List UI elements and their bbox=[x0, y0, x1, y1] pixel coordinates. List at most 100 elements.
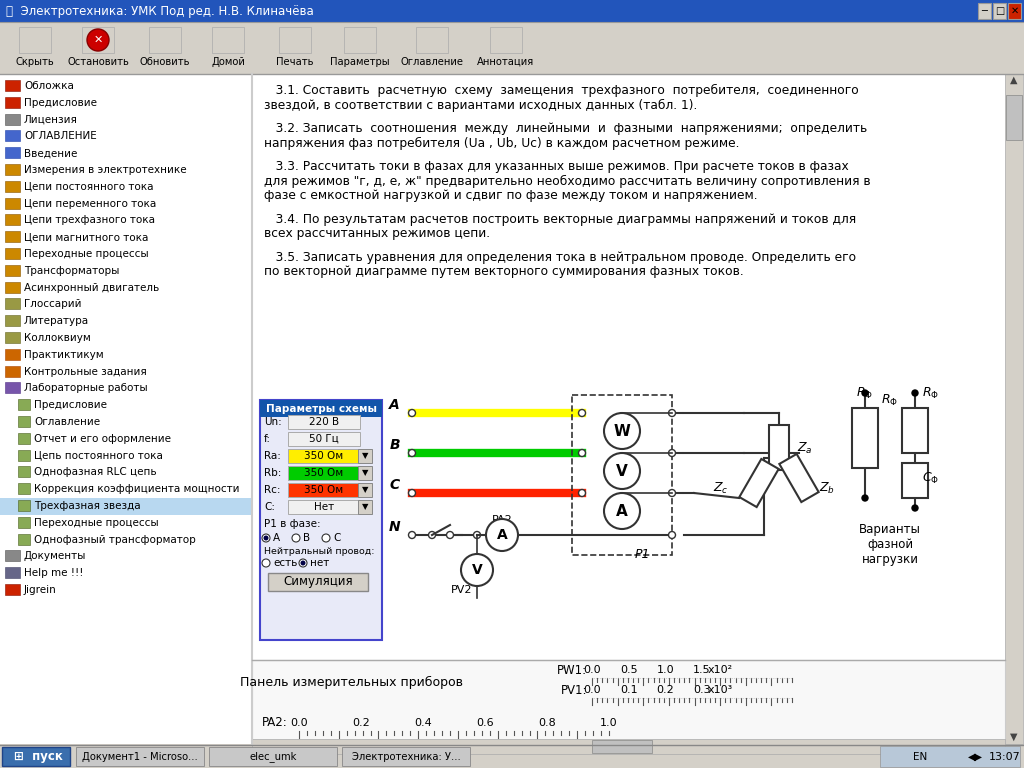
Circle shape bbox=[579, 489, 586, 496]
Text: Un:: Un: bbox=[264, 417, 282, 427]
Text: фазе с емкостной нагрузкой и сдвиг по фазе между током и напряжением.: фазе с емкостной нагрузкой и сдвиг по фа… bbox=[264, 189, 758, 202]
FancyBboxPatch shape bbox=[288, 466, 360, 480]
Text: Практиктикум: Практиктикум bbox=[24, 349, 103, 359]
Text: Rc:: Rc: bbox=[264, 485, 281, 495]
FancyBboxPatch shape bbox=[342, 747, 470, 766]
Text: Переходные процессы: Переходные процессы bbox=[34, 518, 159, 528]
FancyBboxPatch shape bbox=[902, 463, 928, 498]
FancyBboxPatch shape bbox=[358, 449, 372, 463]
Text: нет: нет bbox=[310, 558, 330, 568]
Text: A: A bbox=[497, 528, 507, 542]
Text: $C_\Phi$: $C_\Phi$ bbox=[922, 471, 939, 485]
Text: Измерения в электротехнике: Измерения в электротехнике bbox=[24, 165, 186, 175]
Text: Лабораторные работы: Лабораторные работы bbox=[24, 383, 147, 393]
Text: Однофазная RLC цепь: Однофазная RLC цепь bbox=[34, 468, 157, 478]
Circle shape bbox=[299, 559, 307, 567]
Text: Нейтральный провод:: Нейтральный провод: bbox=[264, 547, 375, 555]
FancyBboxPatch shape bbox=[18, 534, 30, 545]
Circle shape bbox=[862, 495, 868, 501]
FancyBboxPatch shape bbox=[5, 164, 20, 175]
Text: Цепи постоянного тока: Цепи постоянного тока bbox=[24, 182, 154, 192]
Text: Параметры схемы: Параметры схемы bbox=[265, 403, 377, 413]
Circle shape bbox=[446, 531, 454, 538]
FancyBboxPatch shape bbox=[5, 114, 20, 124]
Circle shape bbox=[669, 409, 676, 416]
FancyBboxPatch shape bbox=[902, 408, 928, 453]
FancyBboxPatch shape bbox=[18, 449, 30, 461]
FancyBboxPatch shape bbox=[5, 80, 20, 91]
Text: f:: f: bbox=[264, 434, 271, 444]
Text: 350 Ом: 350 Ом bbox=[304, 451, 344, 461]
FancyBboxPatch shape bbox=[0, 0, 1024, 22]
Text: Печать: Печать bbox=[276, 57, 313, 67]
FancyBboxPatch shape bbox=[852, 408, 878, 468]
Text: Панель измерительных приборов: Панель измерительных приборов bbox=[241, 676, 464, 689]
Circle shape bbox=[322, 534, 330, 542]
Text: $Z_a$: $Z_a$ bbox=[797, 441, 813, 455]
Text: Симуляция: Симуляция bbox=[284, 575, 353, 588]
Text: 0.2: 0.2 bbox=[352, 718, 370, 728]
Text: Jigrein: Jigrein bbox=[24, 585, 56, 595]
Text: для режимов "г, д, е, ж" предварительно необходимо рассчитать величину сопротивл: для режимов "г, д, е, ж" предварительно … bbox=[264, 174, 870, 187]
Text: 220 В: 220 В bbox=[309, 417, 339, 427]
FancyBboxPatch shape bbox=[288, 449, 360, 463]
Text: PV1:: PV1: bbox=[560, 684, 587, 697]
Text: ✕: ✕ bbox=[93, 35, 102, 45]
Text: □: □ bbox=[995, 6, 1005, 16]
FancyBboxPatch shape bbox=[993, 3, 1006, 19]
Text: напряжения фаз потребителя (Ua , Ub, Uc) в каждом расчетном режиме.: напряжения фаз потребителя (Ua , Ub, Uc)… bbox=[264, 137, 739, 150]
Circle shape bbox=[669, 449, 676, 456]
Text: A: A bbox=[389, 398, 400, 412]
Text: 0.0: 0.0 bbox=[584, 665, 601, 675]
Text: ▼: ▼ bbox=[361, 485, 369, 495]
Circle shape bbox=[262, 534, 270, 542]
FancyBboxPatch shape bbox=[18, 433, 30, 444]
Text: Параметры: Параметры bbox=[330, 57, 390, 67]
Circle shape bbox=[912, 390, 918, 396]
FancyBboxPatch shape bbox=[288, 432, 360, 446]
FancyBboxPatch shape bbox=[5, 382, 20, 393]
FancyBboxPatch shape bbox=[5, 568, 20, 578]
Circle shape bbox=[409, 449, 416, 456]
FancyBboxPatch shape bbox=[769, 425, 790, 470]
FancyBboxPatch shape bbox=[5, 366, 20, 376]
FancyBboxPatch shape bbox=[5, 180, 20, 192]
Text: Литература: Литература bbox=[24, 316, 89, 326]
Text: $Z_b$: $Z_b$ bbox=[819, 481, 835, 495]
Text: Глоссарий: Глоссарий bbox=[24, 300, 82, 310]
FancyBboxPatch shape bbox=[18, 517, 30, 528]
Circle shape bbox=[409, 489, 416, 496]
FancyBboxPatch shape bbox=[0, 498, 252, 515]
Text: 💾  Электротехника: УМК Под ред. Н.В. Клиначёва: 💾 Электротехника: УМК Под ред. Н.В. Клин… bbox=[6, 5, 313, 18]
Text: Обновить: Обновить bbox=[139, 57, 190, 67]
Text: звездой, в соответствии с вариантами исходных данных (табл. 1).: звездой, в соответствии с вариантами исх… bbox=[264, 98, 697, 111]
FancyBboxPatch shape bbox=[5, 131, 20, 141]
Text: ОГЛАВЛЕНИЕ: ОГЛАВЛЕНИЕ bbox=[24, 131, 96, 141]
Text: $R_\Phi$: $R_\Phi$ bbox=[856, 386, 873, 401]
Text: PA2: PA2 bbox=[492, 515, 512, 525]
Text: Контрольные задания: Контрольные задания bbox=[24, 366, 146, 376]
Text: 0.3: 0.3 bbox=[693, 685, 711, 695]
Text: W: W bbox=[613, 423, 631, 439]
Text: 13:07: 13:07 bbox=[989, 752, 1021, 762]
Text: Цепи переменного тока: Цепи переменного тока bbox=[24, 199, 157, 209]
FancyBboxPatch shape bbox=[18, 466, 30, 478]
FancyBboxPatch shape bbox=[5, 248, 20, 259]
Text: Введение: Введение bbox=[24, 148, 78, 158]
Text: С: С bbox=[333, 533, 340, 543]
FancyBboxPatch shape bbox=[5, 231, 20, 242]
FancyBboxPatch shape bbox=[279, 27, 311, 53]
Text: Документ1 - Microso...: Документ1 - Microso... bbox=[82, 751, 198, 762]
FancyBboxPatch shape bbox=[18, 483, 30, 494]
FancyBboxPatch shape bbox=[288, 500, 360, 514]
Text: А: А bbox=[273, 533, 281, 543]
Circle shape bbox=[409, 531, 416, 538]
Text: ◀▶: ◀▶ bbox=[968, 752, 982, 762]
FancyBboxPatch shape bbox=[209, 747, 337, 766]
Circle shape bbox=[669, 531, 676, 538]
Circle shape bbox=[486, 519, 518, 551]
Circle shape bbox=[409, 409, 416, 416]
Text: ⊞  пуск: ⊞ пуск bbox=[13, 750, 62, 763]
Text: Аннотация: Аннотация bbox=[477, 57, 535, 67]
FancyBboxPatch shape bbox=[0, 74, 252, 744]
